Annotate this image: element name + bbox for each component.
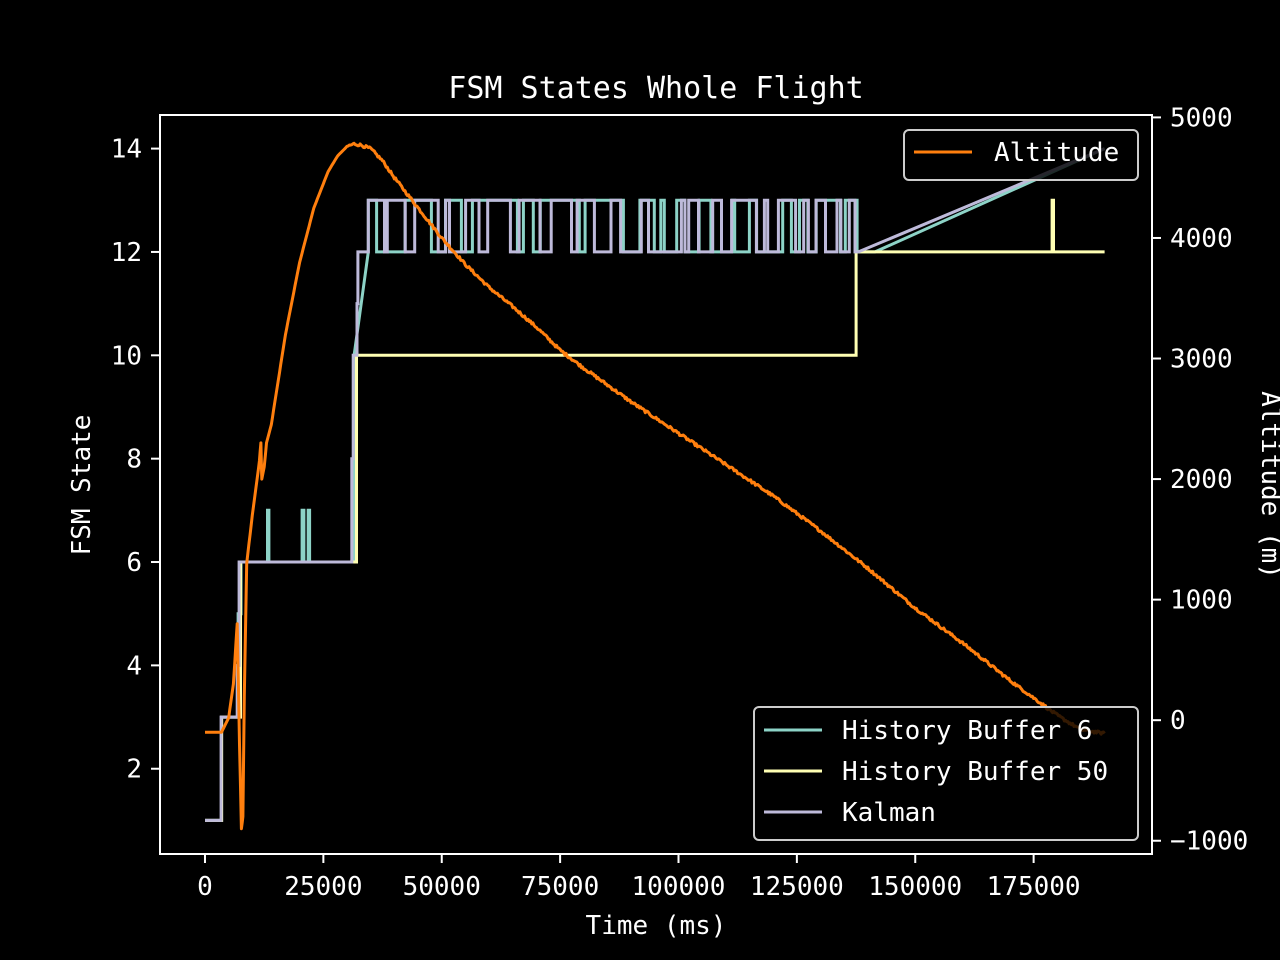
y-tick-label: 14 [111,135,142,165]
legend-altitude-box [903,129,1139,181]
y2-tick-label: −1000 [1170,827,1248,857]
x-axis-label: Time (ms) [586,911,727,941]
y-axis-label: FSM State [67,415,97,556]
y-tick-label: 10 [111,341,142,371]
series-line-kalman [205,147,1106,822]
y-tick-label: 2 [126,755,142,785]
series-layer [204,141,1106,831]
plot-frame [159,114,1153,855]
y2-tick-label: 3000 [1170,345,1233,375]
x-tick-label: 125000 [750,872,844,902]
legend-label: History Buffer 6 [842,716,1092,746]
y2-tick-label: 2000 [1170,465,1233,495]
ticks-layer: 0 25000 50000 75000 100000 125000 150000 175000… [111,103,1249,902]
y2-tick-label: 1000 [1170,586,1233,616]
x-tick-label: 0 [197,872,213,902]
x-tick-label: 75000 [521,872,599,902]
y2-tick-label: 0 [1170,706,1186,736]
y-tick-label: 6 [126,548,142,578]
y-tick-label: 12 [111,238,142,268]
chart-title: FSM States Whole Flight [448,71,863,106]
y-tick-label: 8 [126,445,142,475]
x-tick-label: 100000 [632,872,726,902]
legend-label: Kalman [842,798,936,828]
legend-fsm: History Buffer 6 History Buffer 50 Kalman [753,706,1139,841]
series-line-altitude [204,141,1106,831]
y2-tick-label: 4000 [1170,224,1233,254]
y2-tick-label: 5000 [1170,103,1233,133]
x-tick-label: 150000 [868,872,962,902]
x-tick-label: 25000 [284,872,362,902]
legend-fsm-box [753,706,1139,841]
legend-label: History Buffer 50 [842,757,1108,787]
y2-axis-label: Altitude (m) [1255,391,1280,579]
x-tick-label: 175000 [987,872,1081,902]
x-tick-label: 50000 [403,872,481,902]
legend-label: Altitude [994,138,1119,168]
y-tick-label: 4 [126,651,142,681]
legend-altitude: Altitude [903,129,1139,181]
